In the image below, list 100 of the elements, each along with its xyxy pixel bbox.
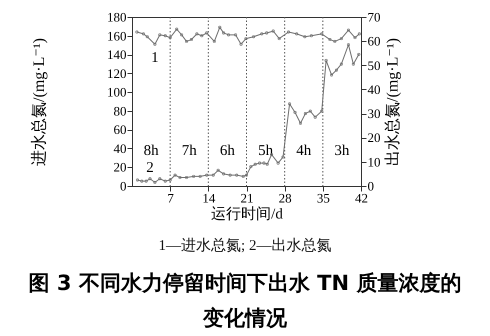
point <box>142 32 145 36</box>
y-axis-title: 进水总氮/(mg·L⁻¹) <box>30 38 48 166</box>
point <box>262 162 266 165</box>
point <box>266 162 269 166</box>
y-tick-label: 100 <box>107 84 126 100</box>
point <box>249 165 252 168</box>
series-label: 1 <box>151 50 159 66</box>
point <box>240 42 243 46</box>
point <box>314 116 317 119</box>
point <box>295 32 298 36</box>
point <box>216 168 220 172</box>
point <box>278 37 281 40</box>
y2-tick-label: 10 <box>368 154 380 170</box>
point <box>153 42 156 46</box>
point <box>324 58 328 62</box>
point <box>272 30 275 33</box>
point <box>205 174 208 177</box>
point <box>252 35 256 38</box>
y2-axis-title: 出水总氮/(mg·L⁻¹) <box>384 38 402 166</box>
point <box>200 34 204 38</box>
x-tick-label: 21 <box>240 190 254 206</box>
y-tick-label: 140 <box>107 47 126 62</box>
point <box>353 36 357 40</box>
point <box>308 110 312 113</box>
point <box>212 174 215 177</box>
point <box>235 174 238 177</box>
annotation: 4h <box>296 143 312 160</box>
point <box>244 37 248 40</box>
point <box>265 31 268 34</box>
point <box>174 174 177 177</box>
point <box>205 31 208 34</box>
point <box>340 62 343 66</box>
y-tick-label: 160 <box>107 28 126 44</box>
point <box>222 172 226 176</box>
point <box>222 31 226 34</box>
y-tick-label: 20 <box>114 160 126 175</box>
point <box>185 176 188 180</box>
point <box>146 35 149 38</box>
point <box>330 73 334 76</box>
point <box>352 62 355 66</box>
x-tick-label: 7 <box>167 190 174 206</box>
point <box>198 174 202 178</box>
point <box>144 180 148 183</box>
y-tick-label: 120 <box>107 66 126 81</box>
point <box>303 35 306 38</box>
point <box>140 180 144 183</box>
point <box>148 177 152 180</box>
point <box>168 178 172 182</box>
annotation: 3h <box>334 143 350 160</box>
y-tick-label: 40 <box>114 140 126 156</box>
point <box>185 40 188 43</box>
y-tick-label: 0 <box>120 178 126 194</box>
series-label: 2 <box>146 160 154 176</box>
text: 图 3 不同水力停留时间下出水 TN 质量浓度的变化情况 <box>28 270 462 332</box>
point <box>340 37 343 40</box>
point <box>328 38 332 42</box>
y-tick-label: 180 <box>107 10 126 24</box>
y2-tick-label: 0 <box>368 178 374 194</box>
annotation: 5h <box>258 143 274 160</box>
point <box>254 162 257 166</box>
annotation: 8h <box>144 143 160 160</box>
point <box>212 40 216 43</box>
point <box>258 162 262 165</box>
y2-tick-label: 60 <box>368 34 380 49</box>
y2-tick-label: 70 <box>368 10 380 24</box>
x-tick-label: 42 <box>355 190 368 206</box>
y2-tick-label: 40 <box>368 82 380 97</box>
annotation: 6h <box>220 143 236 160</box>
point <box>234 33 238 36</box>
point <box>333 40 336 43</box>
point <box>334 68 338 72</box>
point <box>158 177 162 180</box>
point <box>158 33 162 36</box>
point <box>298 122 302 125</box>
point <box>244 174 248 177</box>
y2-tick-label: 20 <box>368 130 380 146</box>
point <box>195 32 198 36</box>
point <box>260 32 264 36</box>
point <box>310 34 313 38</box>
point <box>288 102 292 106</box>
text: 1—进水总氮; 2—出水总氮 <box>158 236 332 255</box>
point <box>218 26 222 29</box>
x-axis-title: 运行时间/d <box>211 206 284 222</box>
y-tick-label: 80 <box>114 103 126 118</box>
point <box>180 33 184 36</box>
point <box>178 176 182 180</box>
point <box>164 34 167 38</box>
point <box>153 180 156 184</box>
point <box>175 28 178 31</box>
point <box>304 112 307 116</box>
point <box>286 30 290 34</box>
point <box>228 174 232 177</box>
point <box>168 36 172 40</box>
point <box>242 174 245 178</box>
point <box>320 32 324 36</box>
y2-tick-label: 50 <box>368 58 380 73</box>
y-tick-label: 60 <box>114 122 126 138</box>
point <box>346 28 350 32</box>
point <box>226 33 230 36</box>
x-tick-label: 35 <box>316 190 330 206</box>
